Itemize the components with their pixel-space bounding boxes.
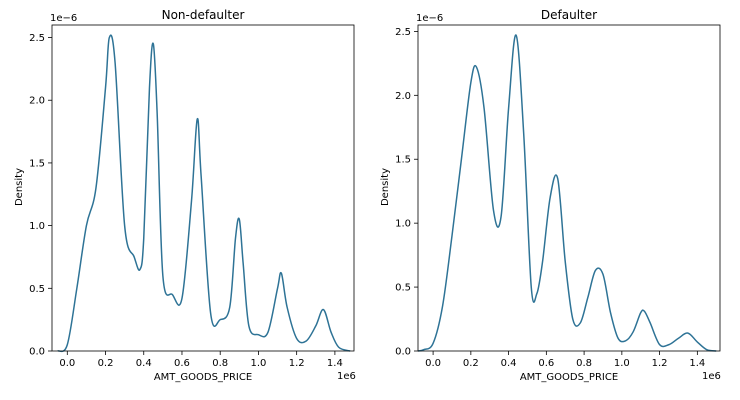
x-tick-label: 1.2 [652, 358, 668, 369]
chart-title: Defaulter [541, 8, 597, 22]
x-tick-label: 0.8 [212, 358, 228, 369]
y-tick-label: 0.5 [395, 283, 411, 294]
y-tick-label: 0.0 [395, 347, 411, 358]
y-tick-label: 1.5 [29, 158, 45, 169]
density-curve [417, 34, 717, 352]
y-tick-label: 2.5 [29, 33, 45, 44]
x-offset-label: 1e6 [702, 371, 721, 382]
x-tick-label: 0.6 [174, 358, 190, 369]
x-tick-label: 1.4 [327, 358, 343, 369]
x-tick-label: 0.0 [425, 358, 441, 369]
y-tick-label: 2.0 [395, 91, 411, 102]
x-tick-label: 1.0 [250, 358, 266, 369]
density-curve [57, 34, 351, 353]
y-tick-label: 0.5 [29, 284, 45, 295]
x-tick-label: 0.2 [98, 358, 114, 369]
x-axis-label: AMT_GOODS_PRICE [520, 372, 618, 383]
x-tick-label: 0.0 [59, 358, 75, 369]
y-tick-label: 2.0 [29, 96, 45, 107]
x-tick-label: 0.2 [463, 358, 479, 369]
y-tick-label: 0.0 [29, 347, 45, 358]
x-offset-label: 1e6 [337, 371, 356, 382]
y-offset-label: 1e−6 [50, 13, 77, 24]
x-tick-label: 0.4 [501, 358, 517, 369]
y-tick-label: 1.0 [395, 219, 411, 230]
chart-title: Non-defaulter [162, 8, 245, 22]
y-tick-label: 1.0 [29, 221, 45, 232]
x-tick-label: 1.2 [289, 358, 305, 369]
chart-panel-non-defaulter: Non-defaulter 1e−6 1e6 AMT_GOODS_PRICE D… [14, 8, 356, 383]
x-tick-label: 0.6 [538, 358, 554, 369]
plot-frame [51, 24, 355, 352]
y-offset-label: 1e−6 [416, 13, 443, 24]
y-tick-label: 2.5 [395, 27, 411, 38]
chart-panel-defaulter: Defaulter 1e−6 1e6 AMT_GOODS_PRICE Densi… [380, 8, 721, 383]
y-axis-label: Density [14, 168, 25, 206]
x-tick-label: 1.4 [689, 358, 705, 369]
y-tick-label: 1.5 [395, 155, 411, 166]
x-tick-label: 0.4 [136, 358, 152, 369]
x-tick-label: 0.8 [576, 358, 592, 369]
y-axis-label: Density [380, 168, 391, 206]
plot-frame [417, 24, 721, 352]
x-tick-label: 1.0 [614, 358, 630, 369]
x-axis-label: AMT_GOODS_PRICE [154, 372, 252, 383]
